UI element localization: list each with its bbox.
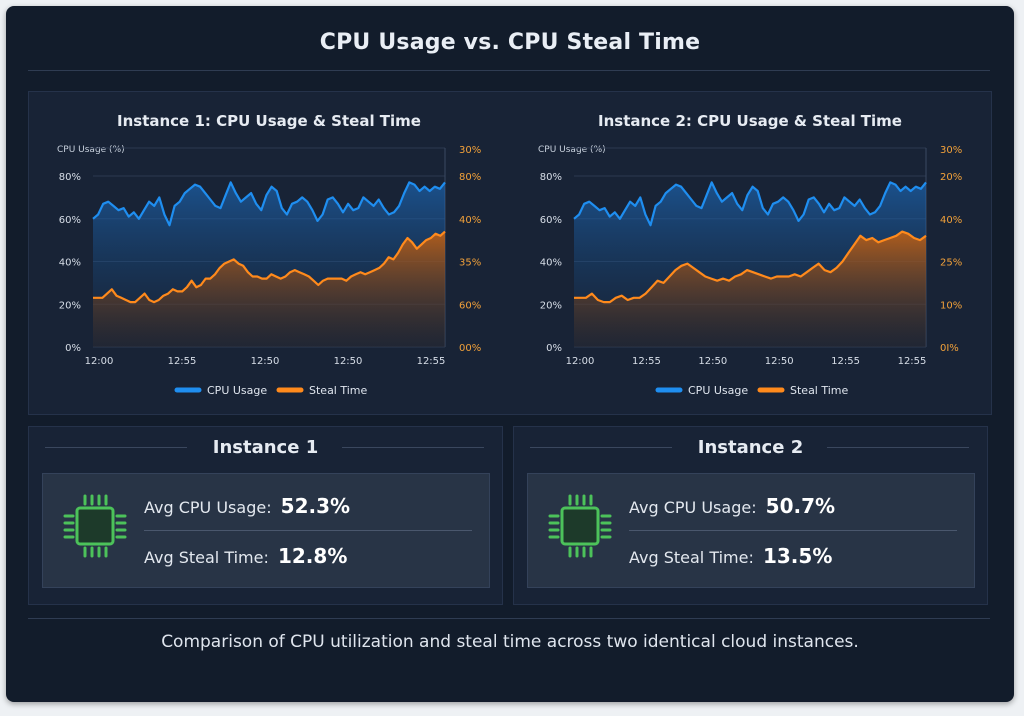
- dashboard-frame: CPU Usage vs. CPU Steal Time Instance 1:…: [6, 6, 1014, 702]
- title-divider: [28, 70, 990, 71]
- instance-1-chart: Instance 1: CPU Usage & Steal Time CPU Us…: [57, 112, 481, 397]
- right-y-tick-label: 10%: [940, 300, 962, 311]
- y-tick-label: 0%: [65, 343, 81, 354]
- right-y-tick-label: 20%: [940, 172, 962, 183]
- chart-title: Instance 2: CPU Usage & Steal Time: [598, 112, 902, 130]
- right-y-tick-label: 40%: [459, 215, 481, 226]
- x-tick-label: 12:55: [632, 356, 661, 367]
- instance-1-stats: Avg CPU Usage: 52.3% Avg Steal Time: 12.…: [42, 473, 490, 588]
- stats-divider: [144, 530, 472, 531]
- steal-time-legend-label: Steal Time: [309, 384, 368, 397]
- cpu-usage-line: [573, 181, 927, 227]
- avg-cpu-usage-row: Avg CPU Usage: 50.7%: [629, 494, 836, 518]
- x-tick-label: 12:00: [85, 356, 114, 367]
- x-tick-label: 12:55: [898, 356, 927, 367]
- x-tick-label: 12:55: [168, 356, 197, 367]
- x-tick-label: 12:50: [765, 356, 794, 367]
- instance-2-title: Instance 2: [697, 437, 804, 458]
- chart-title: Instance 1: CPU Usage & Steal Time: [117, 112, 421, 130]
- right-y-tick-label: 25%: [940, 258, 962, 269]
- y-axis-label: CPU Usage (%): [538, 145, 606, 155]
- avg-steal-time-value: 13.5%: [762, 544, 833, 568]
- y-tick-label: 80%: [540, 172, 562, 183]
- y-tick-label: 40%: [59, 258, 81, 269]
- instance-2-stats: Avg CPU Usage: 50.7% Avg Steal Time: 13.…: [527, 473, 975, 588]
- x-tick-label: 12:50: [251, 356, 280, 367]
- y-axis-label: CPU Usage (%): [57, 145, 125, 155]
- caption-divider: [28, 618, 990, 619]
- avg-cpu-usage-label: Avg CPU Usage: [144, 498, 267, 517]
- y-tick-label: 20%: [540, 300, 562, 311]
- instance-1-title: Instance 1: [212, 437, 319, 458]
- instance-1-card: Instance 1 Avg CPU Usage: 52.3% Avg Stea…: [28, 426, 503, 605]
- steal-time-area: [574, 231, 926, 347]
- figure-caption: Comparison of CPU utilization and steal …: [161, 632, 859, 652]
- cpu-usage-line: [92, 181, 446, 227]
- instance-2-card: Instance 2 Avg CPU Usage: 50.7% Avg Stea…: [513, 426, 988, 605]
- right-y-tick-label: 00%: [459, 343, 481, 354]
- cpu-usage-legend-label: CPU Usage: [688, 384, 748, 397]
- card-title-line-right: [827, 447, 969, 448]
- cpu-chip-icon: [63, 494, 127, 558]
- avg-cpu-usage-value: 50.7%: [765, 494, 836, 518]
- steal-time-line: [574, 230, 927, 304]
- card-title-line-right: [342, 447, 484, 448]
- card-title-line-left: [530, 447, 672, 448]
- avg-steal-time-label: Avg Steal Time: [144, 548, 264, 567]
- y-tick-label: 40%: [540, 258, 562, 269]
- y-tick-label: 60%: [59, 215, 81, 226]
- charts-panel: Instance 1: CPU Usage & Steal Time CPU Us…: [28, 91, 992, 415]
- y-tick-label: 20%: [59, 300, 81, 311]
- right-y-tick-label: 30%: [940, 145, 962, 156]
- steal-time-line: [93, 230, 446, 304]
- right-y-tick-label: 60%: [459, 300, 481, 311]
- avg-cpu-usage-label: Avg CPU Usage: [629, 498, 752, 517]
- cpu-usage-legend-label: CPU Usage: [207, 384, 267, 397]
- avg-cpu-usage-row: Avg CPU Usage: 52.3%: [144, 494, 351, 518]
- y-tick-label: 0%: [546, 343, 562, 354]
- x-tick-label: 12:50: [698, 356, 727, 367]
- avg-steal-time-value: 12.8%: [277, 544, 348, 568]
- card-title-line-left: [45, 447, 187, 448]
- instance-2-chart: Instance 2: CPU Usage & Steal Time CPU Us…: [538, 112, 962, 397]
- y-tick-label: 60%: [540, 215, 562, 226]
- avg-steal-time-row: Avg Steal Time: 12.8%: [144, 544, 348, 568]
- x-tick-label: 12:55: [417, 356, 446, 367]
- x-tick-label: 12:55: [831, 356, 860, 367]
- page-title: CPU Usage vs. CPU Steal Time: [319, 30, 701, 55]
- x-tick-label: 12:50: [334, 356, 363, 367]
- steal-time-legend-label: Steal Time: [790, 384, 849, 397]
- avg-steal-time-label: Avg Steal Time: [629, 548, 749, 567]
- x-tick-label: 12:00: [566, 356, 595, 367]
- right-y-tick-label: 30%: [459, 145, 481, 156]
- y-tick-label: 80%: [59, 172, 81, 183]
- avg-cpu-usage-value: 52.3%: [280, 494, 351, 518]
- right-y-tick-label: 40%: [940, 215, 962, 226]
- right-y-tick-label: 80%: [459, 172, 481, 183]
- cpu-chip-icon: [548, 494, 612, 558]
- stats-divider: [629, 530, 957, 531]
- avg-steal-time-row: Avg Steal Time: 13.5%: [629, 544, 833, 568]
- steal-time-area: [93, 231, 445, 347]
- right-y-tick-label: 0I%: [940, 343, 959, 354]
- right-y-tick-label: 35%: [459, 258, 481, 269]
